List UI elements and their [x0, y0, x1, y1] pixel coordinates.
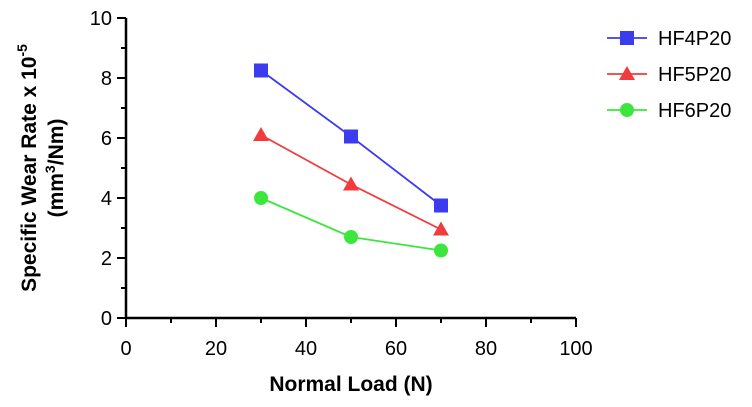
y-axis-unit-sup: 3: [42, 165, 58, 173]
data-point: [434, 243, 448, 258]
data-point: [253, 127, 269, 141]
y-axis-title-exponent: -5: [14, 44, 30, 57]
x-axis-ticks: 0 20 40 60 80 100: [120, 318, 593, 360]
data-point: [343, 176, 359, 191]
x-axis-title: Normal Load (N): [269, 373, 432, 396]
legend-label: HF6P20: [658, 100, 731, 122]
legend-label: HF4P20: [658, 28, 731, 50]
legend-label: HF5P20: [658, 64, 731, 86]
y-axis-title-main: Specific Wear Rate x 10: [18, 57, 41, 292]
y-axis-unit-open: (mm: [45, 173, 68, 217]
legend-swatch-marker: [620, 31, 634, 45]
legend-item: HF5P20: [607, 64, 731, 86]
data-point: [434, 198, 448, 213]
x-tick-label: 100: [559, 338, 592, 360]
series-layer: [253, 63, 449, 258]
series-HF6P20: [254, 191, 448, 258]
y-tick-label: 0: [101, 308, 112, 330]
legend-swatch-marker: [619, 66, 635, 80]
x-tick-label: 40: [295, 338, 317, 360]
y-axis-title-line1: Specific Wear Rate x 10-5: [14, 44, 41, 292]
y-axis-ticks: 0 2 4 6 8 10: [90, 8, 126, 330]
data-point: [344, 129, 358, 144]
x-tick-label: 80: [475, 338, 497, 360]
y-tick-label: 8: [101, 68, 112, 90]
y-axis-unit-close: /Nm): [45, 119, 68, 166]
x-tick-label: 20: [205, 338, 227, 360]
legend-item: HF4P20: [607, 28, 731, 50]
y-tick-label: 6: [101, 128, 112, 150]
y-tick-label: 4: [101, 188, 112, 210]
y-axis-title-line2: (mm3/Nm): [42, 119, 68, 218]
y-axis-title: Specific Wear Rate x 10-5 (mm3/Nm): [14, 44, 68, 292]
data-point: [254, 191, 268, 205]
legend-swatch-marker: [620, 103, 634, 117]
series-HF4P20: [254, 63, 448, 213]
y-tick-label: 10: [90, 8, 112, 30]
data-point: [254, 63, 268, 78]
data-point: [344, 230, 358, 244]
x-tick-label: 0: [120, 338, 131, 360]
x-tick-label: 60: [385, 338, 407, 360]
data-point: [433, 221, 449, 236]
y-tick-label: 2: [101, 248, 112, 270]
legend-item: HF6P20: [607, 100, 731, 122]
legend: HF4P20 HF5P20 HF6P20: [607, 28, 731, 122]
series-HF5P20: [253, 127, 449, 236]
